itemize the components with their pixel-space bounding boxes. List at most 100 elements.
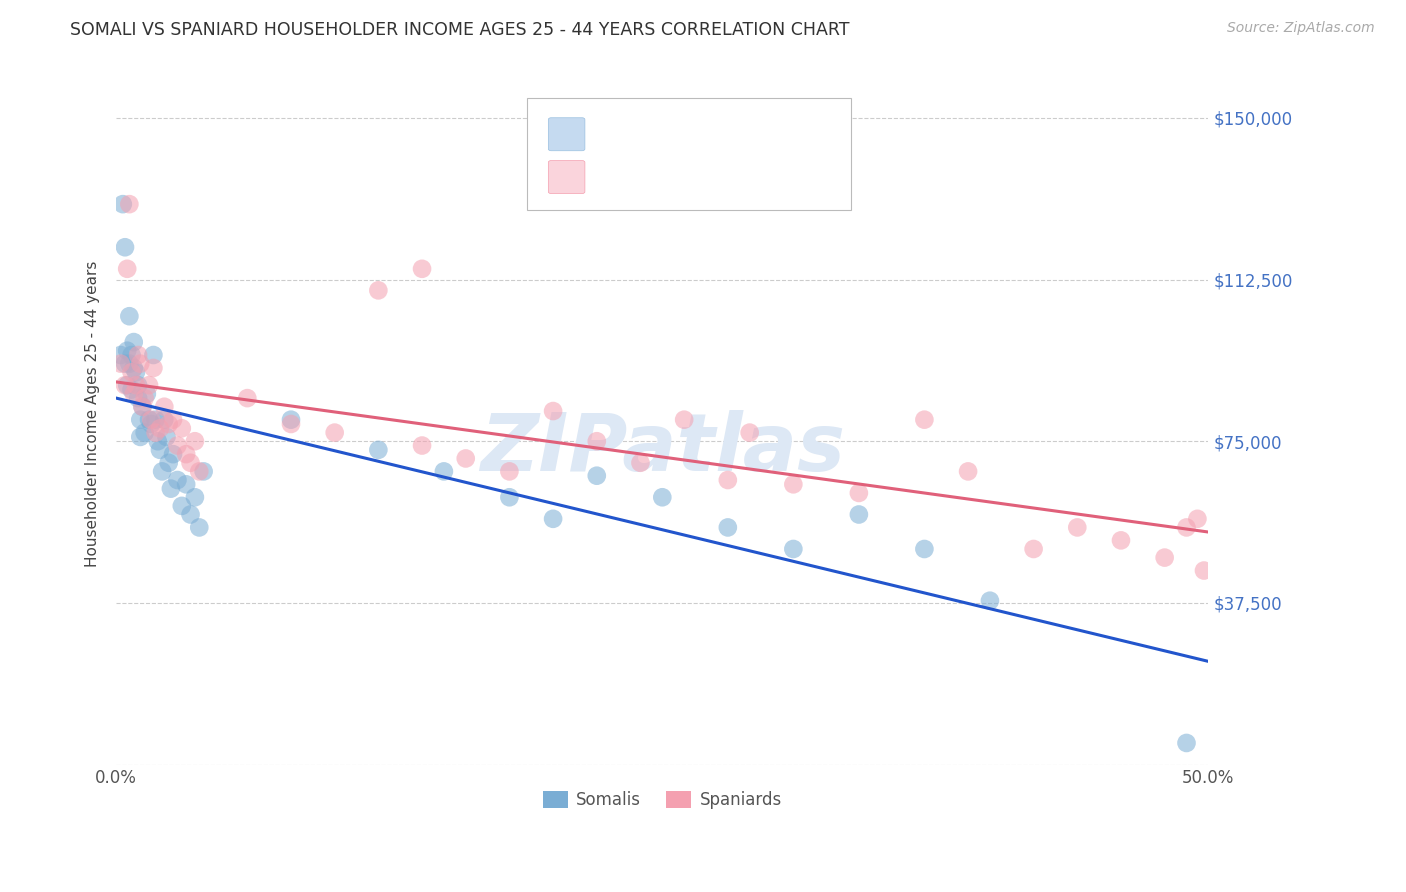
Text: ZIPatlas: ZIPatlas [479, 410, 845, 488]
Point [155, 430, 177, 444]
Point [174, 477, 197, 491]
Point [188, 520, 211, 534]
Point [141, 417, 163, 431]
Point [125, 378, 148, 392]
Point [134, 391, 156, 405]
Point [138, 412, 160, 426]
Point [1175, 736, 1198, 750]
Point [118, 197, 141, 211]
Y-axis label: Householder Income Ages 25 - 44 years: Householder Income Ages 25 - 44 years [86, 261, 100, 567]
Point [145, 425, 167, 440]
Point [162, 412, 184, 426]
Point [280, 417, 302, 431]
Text: -0.608: -0.608 [610, 126, 664, 144]
Point [184, 434, 207, 449]
Point [150, 464, 173, 478]
Point [498, 464, 520, 478]
Point [114, 240, 136, 254]
Point [115, 378, 138, 392]
Point [149, 442, 172, 457]
Point [149, 421, 172, 435]
Point [848, 486, 870, 500]
Point [115, 343, 138, 358]
Point [122, 360, 145, 375]
Point [454, 451, 477, 466]
Point [131, 400, 153, 414]
Point [1175, 520, 1198, 534]
Point [153, 412, 176, 426]
Point [180, 508, 202, 522]
Point [1022, 541, 1045, 556]
Point [166, 473, 188, 487]
Point [957, 464, 980, 478]
Point [541, 404, 564, 418]
Point [162, 447, 184, 461]
Point [184, 490, 207, 504]
Point [127, 378, 149, 392]
Point [129, 430, 152, 444]
Point [1066, 520, 1088, 534]
Text: 52: 52 [713, 126, 735, 144]
Point [912, 412, 935, 426]
Point [121, 383, 143, 397]
Point [122, 335, 145, 350]
Point [114, 357, 136, 371]
Point [114, 378, 136, 392]
Point [111, 197, 134, 211]
Point [131, 400, 153, 414]
Point [153, 400, 176, 414]
Point [121, 348, 143, 362]
Point [193, 464, 215, 478]
Point [170, 421, 193, 435]
Point [121, 365, 143, 379]
Point [979, 593, 1001, 607]
Point [166, 438, 188, 452]
Point [141, 412, 163, 426]
Point [717, 520, 740, 534]
Point [848, 508, 870, 522]
Text: Source: ZipAtlas.com: Source: ZipAtlas.com [1227, 21, 1375, 35]
Text: R = -0.608   N = 52: R = -0.608 N = 52 [593, 126, 756, 144]
Point [912, 541, 935, 556]
Point [118, 310, 141, 324]
Point [142, 348, 165, 362]
Point [630, 456, 652, 470]
Point [138, 378, 160, 392]
Point [160, 482, 183, 496]
Point [236, 391, 259, 405]
Point [1153, 550, 1175, 565]
Point [188, 464, 211, 478]
Point [180, 456, 202, 470]
Point [135, 386, 157, 401]
Text: 50: 50 [713, 168, 735, 186]
Text: SOMALI VS SPANIARD HOUSEHOLDER INCOME AGES 25 - 44 YEARS CORRELATION CHART: SOMALI VS SPANIARD HOUSEHOLDER INCOME AG… [70, 21, 849, 38]
Point [125, 365, 148, 379]
Point [142, 360, 165, 375]
Point [411, 438, 433, 452]
Point [118, 357, 141, 371]
Point [1109, 533, 1132, 548]
Point [1187, 512, 1209, 526]
Point [585, 468, 607, 483]
Point [157, 417, 180, 431]
Point [585, 434, 607, 449]
Point [1192, 564, 1215, 578]
Point [146, 434, 169, 449]
Point [782, 477, 804, 491]
Point [122, 386, 145, 401]
Point [157, 456, 180, 470]
Point [541, 512, 564, 526]
Point [280, 412, 302, 426]
Point [367, 284, 389, 298]
Point [498, 490, 520, 504]
Point [110, 357, 132, 371]
Point [433, 464, 456, 478]
Point [134, 425, 156, 440]
Point [174, 447, 197, 461]
Point [129, 412, 152, 426]
Point [782, 541, 804, 556]
Point [738, 425, 761, 440]
Point [129, 357, 152, 371]
Point [651, 490, 673, 504]
Point [717, 473, 740, 487]
